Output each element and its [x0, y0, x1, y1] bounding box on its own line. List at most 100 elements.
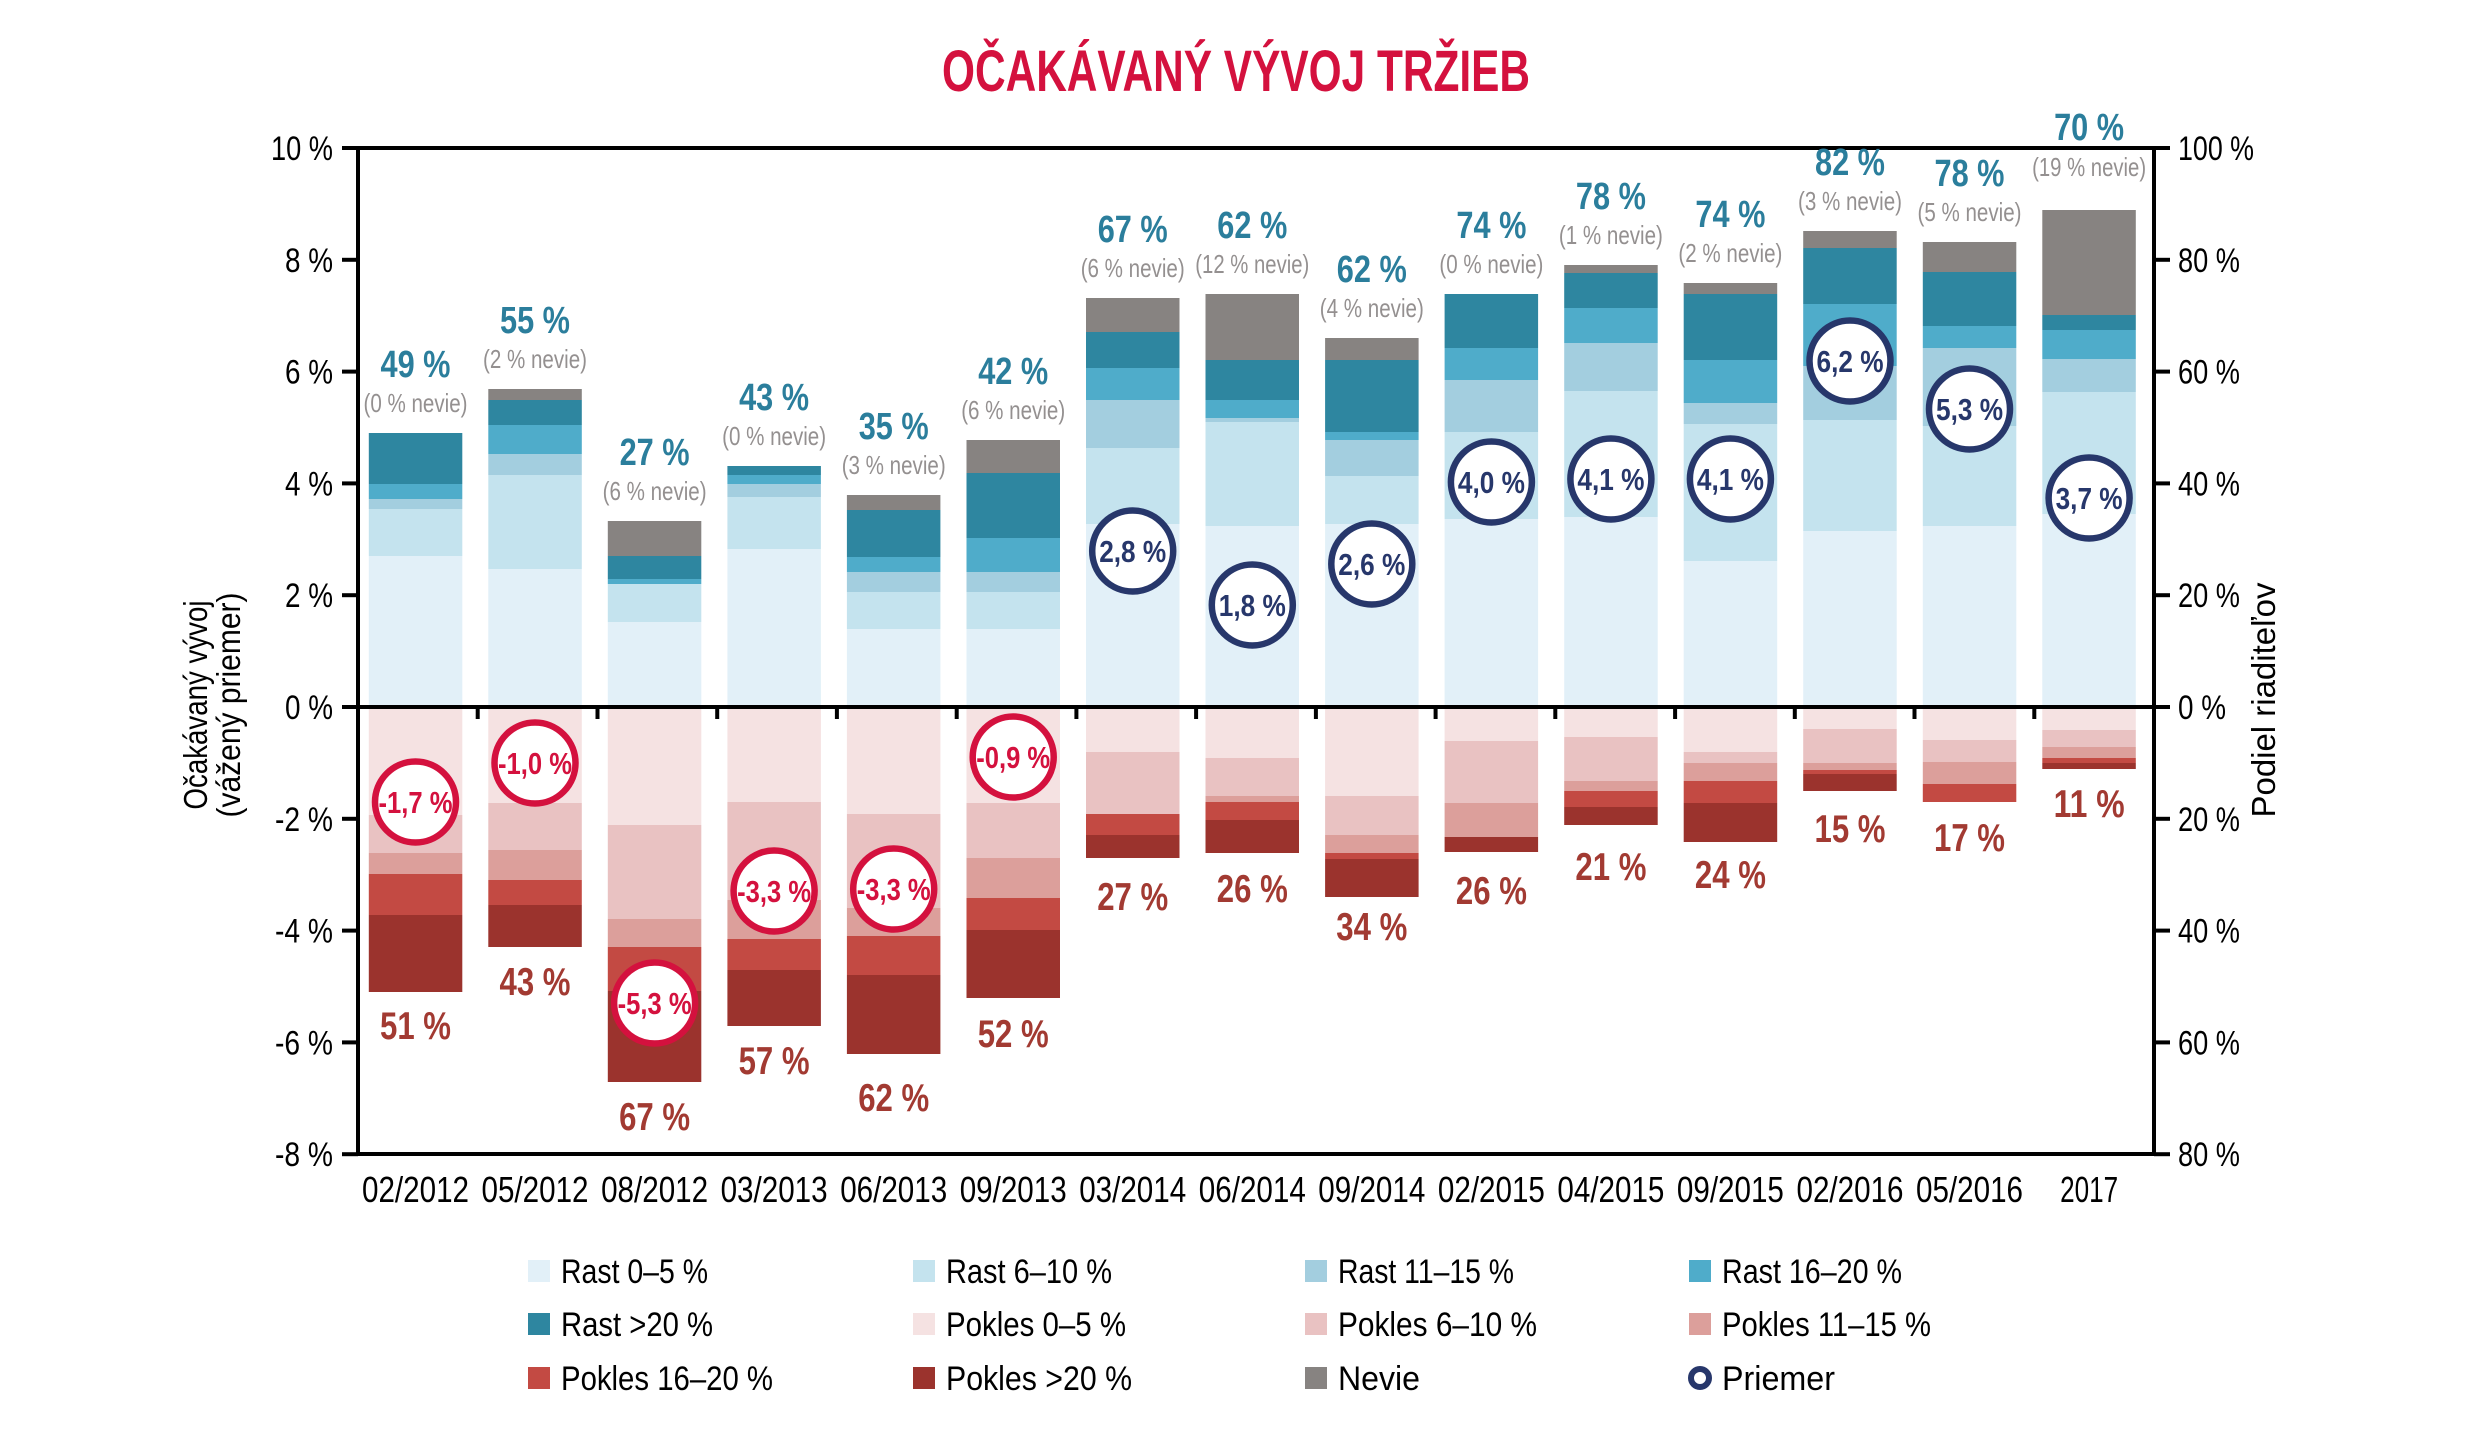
svg-text:Nevie: Nevie — [1338, 1360, 1420, 1398]
svg-text:82 %: 82 % — [1815, 142, 1885, 184]
svg-text:27 %: 27 % — [1097, 876, 1168, 919]
svg-text:02/2016: 02/2016 — [1797, 1169, 1904, 1210]
svg-text:43 %: 43 % — [500, 961, 571, 1004]
svg-text:-4 %: -4 % — [275, 913, 333, 951]
svg-text:Pokles 11–15 %: Pokles 11–15 % — [1722, 1306, 1931, 1344]
svg-text:26 %: 26 % — [1456, 870, 1527, 913]
svg-text:(3 % nevie): (3 % nevie) — [842, 450, 946, 480]
svg-text:42 %: 42 % — [978, 351, 1048, 393]
svg-text:34 %: 34 % — [1336, 906, 1407, 949]
svg-text:(0 % nevie): (0 % nevie) — [1439, 249, 1543, 279]
svg-text:4 %: 4 % — [285, 465, 333, 503]
svg-text:-2 %: -2 % — [275, 801, 333, 839]
svg-text:05/2016: 05/2016 — [1916, 1169, 2023, 1210]
svg-text:-5,3 %: -5,3 % — [618, 986, 692, 1021]
svg-text:2017: 2017 — [2060, 1169, 2118, 1210]
svg-text:Rast 16–20 %: Rast 16–20 % — [1722, 1253, 1902, 1291]
svg-text:0 %: 0 % — [2178, 689, 2226, 727]
svg-text:1,8 %: 1,8 % — [1219, 588, 1286, 623]
svg-text:52 %: 52 % — [978, 1013, 1049, 1056]
svg-text:(19 % nevie): (19 % nevie) — [2032, 152, 2146, 182]
svg-text:-3,3 %: -3,3 % — [857, 872, 931, 907]
svg-text:100 %: 100 % — [2178, 130, 2254, 168]
svg-text:8 %: 8 % — [285, 242, 333, 280]
svg-text:2 %: 2 % — [285, 577, 333, 615]
svg-text:67 %: 67 % — [619, 1096, 690, 1139]
svg-text:80 %: 80 % — [2178, 1136, 2240, 1174]
svg-text:78 %: 78 % — [1935, 153, 2005, 195]
svg-text:Pokles 0–5 %: Pokles 0–5 % — [946, 1306, 1126, 1344]
svg-text:2,8 %: 2,8 % — [1099, 534, 1166, 569]
svg-text:27 %: 27 % — [620, 432, 690, 474]
svg-text:(4 % nevie): (4 % nevie) — [1320, 293, 1424, 323]
svg-text:-6 %: -6 % — [275, 1024, 333, 1062]
svg-text:0 %: 0 % — [285, 689, 333, 727]
svg-text:-3,3 %: -3,3 % — [737, 874, 811, 909]
svg-text:09/2015: 09/2015 — [1677, 1169, 1784, 1210]
svg-text:Pokles 6–10 %: Pokles 6–10 % — [1338, 1306, 1537, 1344]
svg-text:02/2012: 02/2012 — [362, 1169, 469, 1210]
svg-text:06/2014: 06/2014 — [1199, 1169, 1306, 1210]
svg-text:4,1 %: 4,1 % — [1577, 462, 1644, 497]
svg-text:40 %: 40 % — [2178, 465, 2240, 503]
svg-text:02/2015: 02/2015 — [1438, 1169, 1545, 1210]
svg-text:80 %: 80 % — [2178, 242, 2240, 280]
svg-text:(12 % nevie): (12 % nevie) — [1195, 249, 1309, 279]
svg-text:Rast 6–10 %: Rast 6–10 % — [946, 1253, 1112, 1291]
svg-text:78 %: 78 % — [1576, 176, 1646, 218]
svg-text:43 %: 43 % — [739, 377, 809, 419]
svg-text:60 %: 60 % — [2178, 354, 2240, 392]
svg-text:2,6 %: 2,6 % — [1338, 547, 1405, 582]
svg-text:(3 % nevie): (3 % nevie) — [1798, 186, 1902, 216]
svg-text:(6 % nevie): (6 % nevie) — [603, 476, 707, 506]
svg-text:6,2 %: 6,2 % — [1817, 344, 1884, 379]
svg-text:Pokles >20 %: Pokles >20 % — [946, 1360, 1132, 1398]
svg-text:08/2012: 08/2012 — [601, 1169, 708, 1210]
svg-text:70 %: 70 % — [2054, 107, 2124, 149]
svg-text:-0,9 %: -0,9 % — [976, 740, 1050, 775]
svg-text:62 %: 62 % — [858, 1077, 929, 1120]
svg-text:11 %: 11 % — [2054, 783, 2125, 826]
svg-text:20 %: 20 % — [2178, 577, 2240, 615]
svg-text:60 %: 60 % — [2178, 1024, 2240, 1062]
svg-text:Priemer: Priemer — [1722, 1360, 1835, 1398]
svg-text:-1,7 %: -1,7 % — [379, 785, 453, 820]
svg-text:15 %: 15 % — [1815, 808, 1886, 851]
svg-text:Podiel riaditeľov: Podiel riaditeľov — [2245, 582, 2282, 817]
svg-text:Rast 0–5 %: Rast 0–5 % — [561, 1253, 708, 1291]
svg-text:4,1 %: 4,1 % — [1697, 462, 1764, 497]
svg-text:04/2015: 04/2015 — [1557, 1169, 1664, 1210]
svg-text:09/2014: 09/2014 — [1318, 1169, 1425, 1210]
svg-text:24 %: 24 % — [1695, 854, 1766, 897]
svg-text:-1,0 %: -1,0 % — [498, 746, 572, 781]
svg-text:3,7 %: 3,7 % — [2056, 481, 2123, 516]
svg-text:(0 % nevie): (0 % nevie) — [722, 421, 826, 451]
svg-text:(vážený priemer): (vážený priemer) — [210, 593, 247, 818]
svg-text:51 %: 51 % — [380, 1005, 451, 1048]
svg-text:Pokles 16–20 %: Pokles 16–20 % — [561, 1360, 773, 1398]
svg-text:57 %: 57 % — [739, 1040, 810, 1083]
svg-text:49 %: 49 % — [381, 344, 451, 386]
svg-text:62 %: 62 % — [1337, 249, 1407, 291]
svg-text:40 %: 40 % — [2178, 913, 2240, 951]
svg-text:Rast >20 %: Rast >20 % — [561, 1306, 713, 1344]
svg-text:03/2013: 03/2013 — [721, 1169, 828, 1210]
svg-text:21 %: 21 % — [1575, 846, 1646, 889]
svg-text:OČAKÁVANÝ VÝVOJ TRŽIEB: OČAKÁVANÝ VÝVOJ TRŽIEB — [942, 39, 1530, 104]
svg-text:74 %: 74 % — [1456, 205, 1526, 247]
svg-text:05/2012: 05/2012 — [482, 1169, 589, 1210]
svg-text:62 %: 62 % — [1217, 205, 1287, 247]
svg-text:17 %: 17 % — [1934, 817, 2005, 860]
svg-text:09/2013: 09/2013 — [960, 1169, 1067, 1210]
svg-text:20 %: 20 % — [2178, 801, 2240, 839]
svg-text:(2 % nevie): (2 % nevie) — [483, 344, 587, 374]
svg-text:(5 % nevie): (5 % nevie) — [1918, 197, 2022, 227]
svg-text:67 %: 67 % — [1098, 209, 1168, 251]
svg-text:6 %: 6 % — [285, 354, 333, 392]
svg-text:06/2013: 06/2013 — [840, 1169, 947, 1210]
svg-text:(2 % nevie): (2 % nevie) — [1678, 238, 1782, 268]
svg-text:-8 %: -8 % — [275, 1136, 333, 1174]
svg-text:(6 % nevie): (6 % nevie) — [1081, 253, 1185, 283]
svg-text:(1 % nevie): (1 % nevie) — [1559, 220, 1663, 250]
svg-text:5,3 %: 5,3 % — [1936, 392, 2003, 427]
